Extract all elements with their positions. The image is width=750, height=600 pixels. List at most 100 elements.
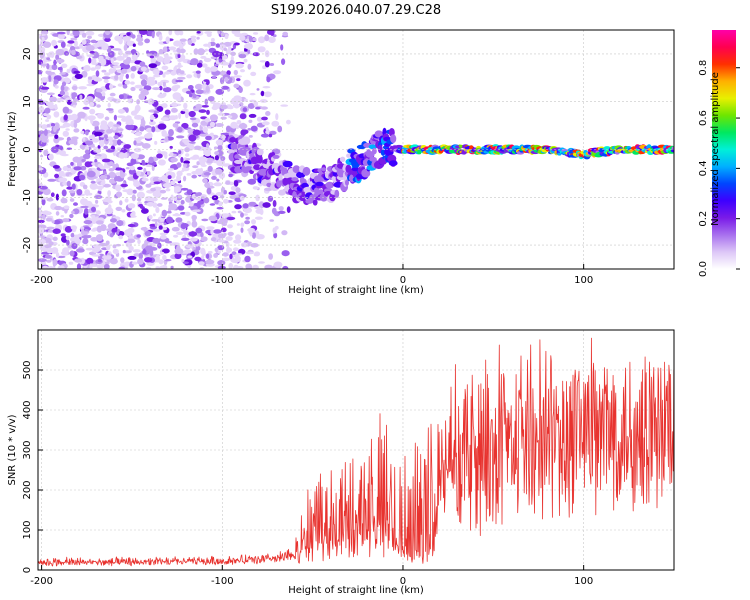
spectrogram-noise-blob [200,236,208,242]
spectrogram-noise-blob [70,113,78,121]
spectrogram-noise-blob [128,245,134,251]
spectrogram-noise-blob [56,98,63,103]
spectrogram-noise-blob [38,219,45,224]
spectrogram-noise-blob [111,227,118,233]
spectrogram-noise-blob [38,227,45,234]
spectrogram-noise-blob [157,81,163,87]
spectrogram-noise-blob [213,146,218,150]
spectrogram-noise-blob [47,265,55,269]
spectrogram-noise-blob [281,250,290,257]
spectrogram-noise-blob [211,195,219,201]
spectrogram-noise-blob [71,183,76,190]
spectrogram-noise-blob [232,247,239,252]
spectrogram-noise-blob [225,125,231,133]
spectrogram-noise-blob [52,228,61,234]
spectrogram-noise-blob [53,111,60,118]
spectrogram-noise-blob [152,191,162,198]
spectrogram-noise-blob [151,126,156,133]
spectrogram-noise-blob [215,139,224,146]
spectrogram-noise-blob [233,180,239,187]
spectrogram-noise-blob [137,239,141,245]
spectrogram-noise-blob [148,63,158,69]
spectrogram-noise-blob [112,68,117,72]
spectrogram-noise-blob [66,186,74,190]
spectrogram-noise-blob [260,90,265,97]
spectrogram-noise-blob [157,203,163,207]
spectrogram-noise-blob [163,222,167,226]
spectrogram-noise-blob [206,261,213,265]
spectrogram-noise-blob [46,226,55,230]
spectrogram-noise-blob [50,71,55,75]
spectrogram-noise-blob [217,239,225,243]
spectrogram-noise-blob [261,116,268,121]
spectrogram-noise-blob [229,253,233,260]
spectrogram-noise-blob [219,217,227,225]
spectrogram-noise-blob [76,248,85,253]
spectrogram-ridge-blob [321,167,327,172]
spectrogram-noise-blob [188,134,197,142]
spectrogram-noise-blob [187,60,191,64]
spectrogram-noise-blob [46,197,54,202]
spectrogram-noise-blob [80,205,89,209]
spectrogram-noise-blob [84,161,92,168]
spectrogram-noise-blob [146,266,152,269]
spectrogram-noise-blob [114,167,123,171]
snr-x-axis-label: Height of straight line (km) [288,585,424,596]
spectrogram-noise-blob [235,266,244,269]
spectrogram-noise-blob [96,178,102,182]
spectrogram-noise-blob [282,31,289,37]
spectrogram-ridge-blob [329,193,336,202]
spectrogram-noise-blob [162,248,170,254]
spectrogram-noise-blob [41,51,46,58]
spectrogram-noise-blob [60,41,66,48]
spectrogram-noise-blob [73,202,78,206]
spectrogram-noise-blob [48,75,52,82]
spectrogram-noise-blob [61,250,69,256]
spectrogram-noise-blob [80,130,85,135]
spectrogram-noise-blob [192,165,199,169]
spectrogram-ridge-blob [253,164,262,171]
spectrogram-noise-blob [119,148,128,153]
spectrogram-noise-blob [124,261,130,265]
spectrogram-noise-blob [91,263,98,267]
spectrogram-noise-blob [220,116,227,120]
spectrogram-noise-blob [260,133,270,138]
spectrogram-noise-blob [108,171,116,179]
spectrogram-noise-blob [136,170,141,177]
spectrogram-noise-blob [198,109,207,113]
spectrogram-noise-blob [219,195,225,199]
spectrogram-noise-blob [280,44,284,51]
spectrogram-noise-blob [149,80,156,86]
spectrogram-noise-blob [95,98,101,102]
spectrogram-noise-blob [252,264,259,269]
spectrogram-noise-blob [94,65,101,70]
spectrogram-noise-blob [197,48,205,56]
spectrogram-noise-blob [91,229,97,232]
spectrogram-noise-blob [137,166,143,170]
spectrogram-ridge-blob [315,181,324,187]
spectrogram-noise-blob [46,259,52,263]
spectrogram-noise-blob [174,248,184,255]
spectrogram-noise-blob [40,77,49,83]
spectrogram-noise-blob [217,145,223,151]
spectrogram-noise-blob [97,129,105,132]
spectrogram-noise-blob [157,242,162,249]
spectrogram-noise-blob [204,66,211,74]
spectrogram-noise-blob [81,32,87,38]
spectrogram-noise-blob [131,261,138,265]
spectrogram-noise-blob [58,125,66,129]
spectrogram-noise-blob [41,265,50,269]
spectrogram-noise-blob [85,31,95,36]
spectrogram-noise-blob [235,63,244,69]
spectrogram-noise-blob [202,250,206,256]
spectrogram-noise-blob [109,83,113,90]
spectrogram-noise-blob [213,229,222,234]
spectrogram-noise-blob [281,58,286,65]
spectrogram-noise-blob [179,70,185,75]
spectrogram-noise-blob [156,153,163,159]
snr-y-tick-label: 400 [22,400,33,419]
spectrogram-noise-blob [116,55,125,61]
spectrogram-ridge-blob [312,199,318,206]
spectrogram-noise-blob [213,182,222,187]
spectrogram-noise-blob [229,77,233,83]
